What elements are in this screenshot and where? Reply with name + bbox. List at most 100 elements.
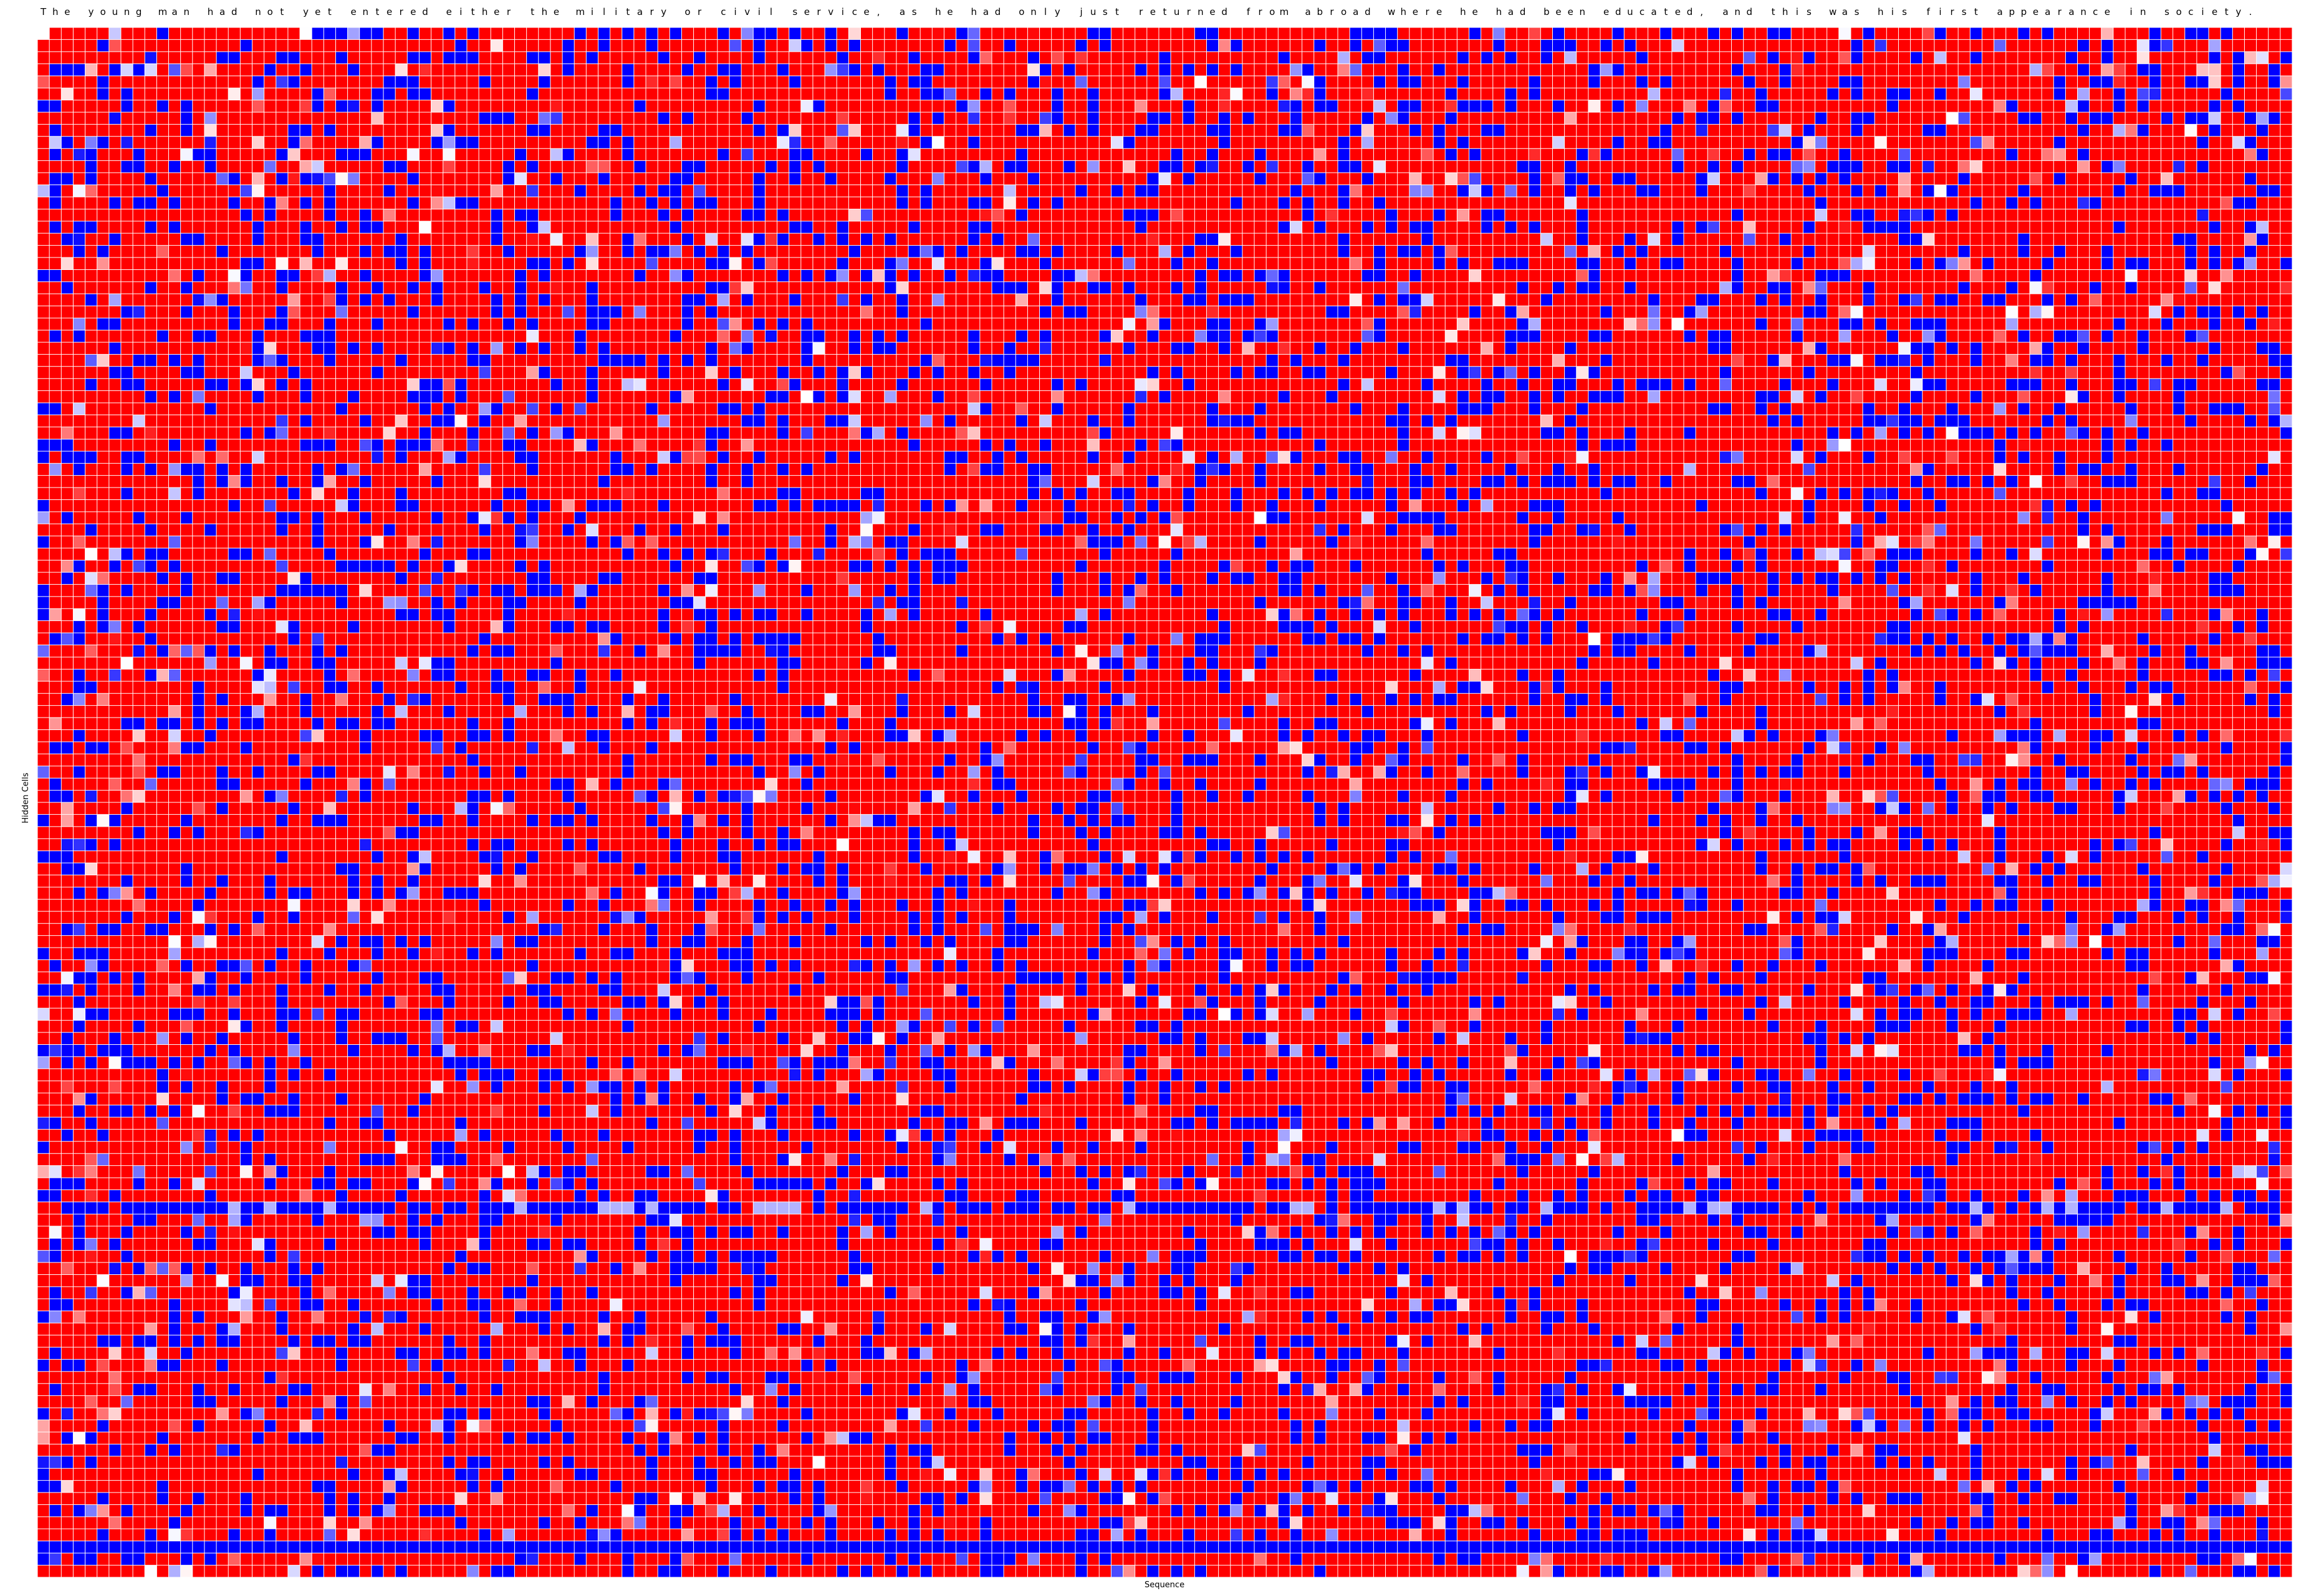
heatmap-cell [1731,148,1744,161]
heatmap-cell [395,136,408,149]
heatmap-cell [2017,39,2030,52]
heatmap-cell [1146,27,1160,40]
heatmap-cell [2209,294,2221,306]
heatmap-cell [1767,160,1780,173]
heatmap-cell [2113,124,2126,137]
heatmap-cell [705,281,718,294]
heatmap-cell [2137,305,2149,319]
heatmap-cell [1433,27,1446,40]
heatmap-cell [300,196,312,209]
heatmap-cell [693,233,706,246]
heatmap-cell [1481,27,1493,40]
heatmap-cell [1803,160,1815,173]
heatmap-cell [860,88,873,100]
heatmap-cell [1671,318,1684,330]
heatmap-cell [204,185,217,197]
heatmap-cell [431,257,443,270]
heatmap-cell [2161,75,2173,89]
heatmap-cell [979,342,992,355]
heatmap-cell [1337,294,1350,306]
heatmap-cell [2029,269,2042,282]
heatmap-cell [1146,185,1160,197]
heatmap-cell [454,136,468,149]
heatmap-cell [837,51,849,64]
heatmap-cell [287,318,300,330]
heatmap-cell [1099,221,1111,234]
heatmap-cell [598,75,610,89]
heatmap-cell [1218,305,1231,319]
heatmap-cell [944,281,956,294]
heatmap-cell [1350,209,1362,221]
heatmap-cell [1469,64,1481,76]
heatmap-cell [837,64,849,76]
heatmap-cell [574,64,587,76]
heatmap-cell [1123,51,1135,64]
heatmap-cell [1982,160,1994,173]
heatmap-cell [670,269,682,282]
heatmap-cell [335,318,348,330]
heatmap-cell [73,294,85,306]
heatmap-cell [2184,269,2197,282]
heatmap-cell [85,245,97,258]
heatmap-cell [2232,257,2245,270]
heatmap-cell [622,318,634,330]
heatmap-cell [1027,75,1040,89]
heatmap-cell [1087,305,1100,319]
heatmap-cell [562,75,575,89]
heatmap-cell [765,257,777,270]
heatmap-cell [1922,318,1934,330]
heatmap-cell [85,221,97,234]
heatmap-cell [1850,148,1863,161]
heatmap-cell [216,64,229,76]
heatmap-cell [1385,100,1398,113]
heatmap-cell [407,148,420,161]
heatmap-cell [204,330,217,343]
heatmap-cell [622,51,634,64]
heatmap-cell [383,124,396,137]
heatmap-cell [491,148,503,161]
heatmap-cell [1958,64,1971,76]
heatmap-cell [371,209,384,221]
heatmap-cell [240,305,252,319]
heatmap-cell [1743,209,1755,221]
heatmap-cell [812,221,825,234]
heatmap-cell [633,342,646,355]
heatmap-cell [992,305,1004,319]
heatmap-cell [514,318,527,330]
heatmap-cell [1158,233,1171,246]
heatmap-cell [1588,221,1601,234]
heatmap-cell [1588,160,1601,173]
heatmap-cell [1863,112,1875,125]
heatmap-cell [1063,136,1076,149]
heatmap-cell [1671,209,1684,221]
heatmap-cell [1922,185,1934,197]
heatmap-cell [312,136,324,149]
heatmap-cell [97,294,109,306]
heatmap-cell [1827,100,1839,113]
heatmap-cell [1302,318,1314,330]
heatmap-cell [276,51,288,64]
heatmap-cell [992,209,1004,221]
heatmap-cell [944,245,956,258]
heatmap-cell [1946,173,1959,185]
heatmap-cell [1934,160,1947,173]
heatmap-cell [979,27,992,40]
heatmap-cell [550,160,563,173]
heatmap-cell [216,330,229,343]
heatmap-cell [1015,136,1028,149]
heatmap-cell [1302,160,1314,173]
heatmap-cell [1863,100,1875,113]
heatmap-cell [1898,209,1911,221]
heatmap-cell [1779,209,1792,221]
heatmap-cell [598,294,610,306]
heatmap-cell [1492,39,1505,52]
heatmap-cell [550,221,563,234]
heatmap-cell [753,342,766,355]
heatmap-cell [884,305,897,319]
heatmap-cell [2042,160,2054,173]
heatmap-cell [812,318,825,330]
heatmap-cell [1183,100,1195,113]
heatmap-cell [1767,281,1780,294]
heatmap-cell [491,245,503,258]
heatmap-cell [705,88,718,100]
